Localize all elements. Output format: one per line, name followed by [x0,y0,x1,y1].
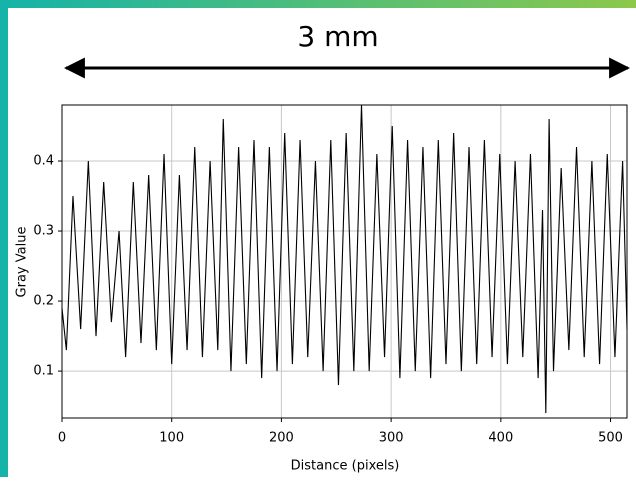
y-tick-label: 0.2 [33,294,54,309]
profile-line [61,104,628,414]
x-axis-label: Distance (pixels) [291,459,400,474]
x-tick-label: 0 [58,431,66,446]
x-tick-label: 200 [269,431,294,446]
scale-label: 3 mm [297,20,378,53]
y-tick-label: 0.4 [33,154,54,169]
plot-frame [61,104,628,419]
y-tick-label: 0.1 [33,364,54,379]
x-tick-label: 400 [488,431,513,446]
y-tick-label: 0.3 [33,224,54,239]
left-band [0,0,8,477]
y-axis-label: Gray Value [15,227,30,298]
x-tick-label: 100 [159,431,184,446]
x-tick-label: 500 [598,431,623,446]
top-band [0,0,636,8]
x-tick-label: 300 [379,431,404,446]
